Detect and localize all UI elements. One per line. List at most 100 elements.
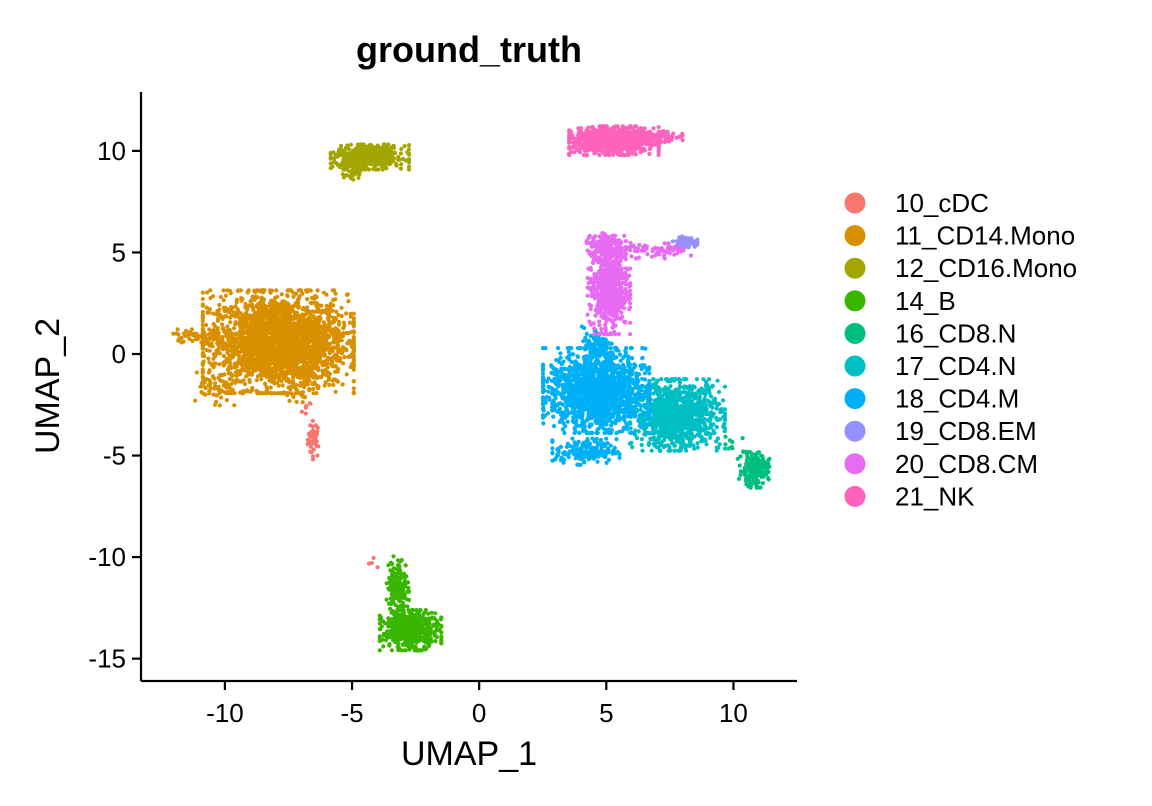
- data-point: [276, 353, 281, 358]
- data-point: [439, 634, 444, 639]
- data-point: [336, 367, 341, 372]
- data-point: [391, 594, 396, 600]
- data-point: [339, 313, 344, 319]
- data-point: [266, 351, 271, 356]
- data-point: [738, 472, 743, 477]
- data-point: [351, 391, 356, 396]
- data-point: [415, 622, 420, 627]
- data-point: [319, 303, 324, 308]
- data-point: [231, 354, 236, 359]
- data-point: [351, 316, 356, 321]
- data-point: [313, 354, 318, 360]
- data-point: [304, 347, 309, 352]
- data-point: [351, 379, 356, 384]
- data-point: [225, 307, 230, 312]
- data-point: [242, 351, 247, 356]
- data-point: [291, 369, 296, 374]
- data-point: [281, 309, 286, 315]
- data-point: [293, 328, 298, 334]
- data-point: [192, 331, 198, 336]
- data-point: [181, 339, 186, 344]
- data-point: [351, 367, 356, 372]
- data-point: [386, 563, 391, 568]
- data-point: [393, 151, 398, 156]
- data-point: [285, 293, 290, 298]
- data-point: [224, 380, 229, 385]
- data-point: [269, 391, 274, 396]
- data-point: [313, 439, 318, 444]
- data-point: [758, 467, 763, 472]
- data-point: [261, 288, 266, 293]
- data-point: [308, 321, 313, 326]
- data-point: [313, 344, 318, 349]
- data-point: [627, 420, 633, 425]
- data-point: [175, 327, 180, 332]
- data-point: [755, 460, 761, 465]
- data-point: [239, 298, 244, 303]
- data-point: [314, 325, 319, 330]
- data-point: [282, 321, 288, 326]
- data-point: [330, 288, 335, 293]
- data-point: [259, 351, 264, 356]
- data-point: [310, 418, 315, 423]
- data-point: [699, 434, 704, 439]
- data-point: [336, 339, 341, 344]
- data-point: [315, 288, 320, 293]
- data-point: [225, 350, 230, 355]
- data-point: [310, 370, 315, 375]
- data-point: [403, 648, 408, 653]
- data-point: [399, 595, 404, 600]
- data-point: [418, 638, 423, 643]
- data-point: [310, 339, 315, 344]
- data-point: [269, 356, 274, 361]
- data-point: [288, 328, 293, 333]
- data-point: [300, 344, 305, 350]
- data-point: [224, 314, 229, 319]
- data-point: [260, 328, 265, 333]
- data-point: [308, 401, 313, 406]
- data-point: [206, 356, 211, 361]
- data-point: [740, 436, 745, 441]
- data-point: [199, 340, 204, 345]
- data-point: [292, 311, 297, 316]
- data-point: [218, 294, 223, 300]
- data-point: [254, 361, 259, 366]
- data-point: [285, 393, 290, 398]
- data-point: [308, 444, 313, 449]
- data-point: [214, 336, 219, 341]
- data-point: [285, 340, 290, 345]
- data-point: [697, 394, 703, 399]
- data-point: [396, 616, 401, 622]
- data-point: [379, 638, 384, 643]
- data-point: [306, 325, 311, 331]
- data-point: [258, 371, 263, 377]
- data-point: [418, 648, 423, 653]
- data-point: [263, 359, 268, 364]
- data-point: [198, 384, 203, 389]
- data-point: [190, 338, 195, 344]
- data-point: [375, 153, 381, 158]
- data-point: [402, 578, 407, 583]
- data-point: [207, 307, 212, 312]
- data-point: [226, 337, 231, 342]
- data-point: [252, 297, 257, 302]
- data-point: [294, 364, 299, 369]
- data-point: [723, 434, 728, 439]
- data-point: [377, 648, 382, 653]
- data-point: [250, 347, 255, 352]
- data-point: [267, 330, 272, 335]
- data-point: [267, 365, 272, 370]
- data-point: [365, 148, 370, 153]
- data-point: [280, 315, 285, 320]
- data-point: [400, 610, 405, 615]
- data-point: [369, 560, 374, 566]
- data-point: [394, 163, 399, 168]
- data-point: [424, 636, 429, 642]
- data-point: [275, 313, 280, 318]
- data-point: [300, 291, 305, 296]
- data-point: [351, 311, 356, 316]
- data-point: [736, 476, 742, 481]
- data-point: [347, 354, 352, 359]
- data-point: [280, 299, 285, 305]
- data-point: [308, 449, 313, 454]
